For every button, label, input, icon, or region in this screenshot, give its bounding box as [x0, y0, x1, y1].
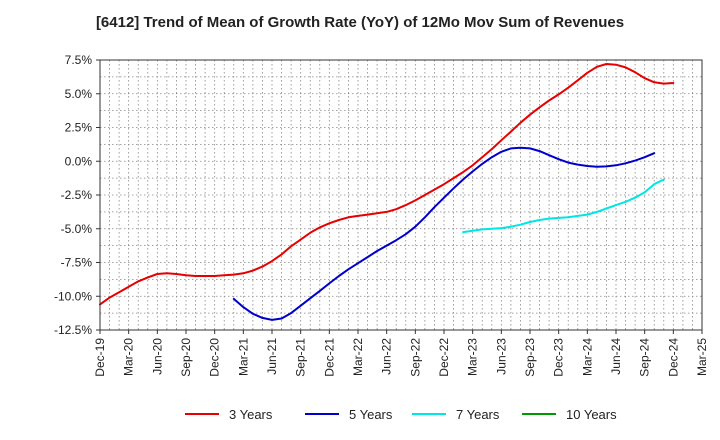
y-tick-label: -10.0% [54, 289, 92, 303]
x-tick-label: Sep-21 [294, 338, 308, 377]
x-tick-label: Dec-21 [322, 338, 336, 377]
x-tick-label: Dec-24 [666, 338, 680, 377]
x-tick-label: Mar-21 [236, 338, 250, 376]
x-tick-label: Mar-22 [351, 338, 365, 376]
x-tick-label: Dec-23 [552, 338, 566, 377]
x-tick-label: Sep-24 [638, 338, 652, 377]
legend: 3 Years 5 Years 7 Years 10 Years [185, 407, 617, 422]
y-tick-label: 5.0% [65, 87, 93, 101]
x-tick-label: Mar-23 [466, 338, 480, 376]
legend-label-3-years: 3 Years [229, 407, 273, 422]
x-tick-label: Mar-24 [580, 338, 594, 376]
x-tick-label: Mar-20 [122, 338, 136, 376]
x-tick-label: Jun-21 [265, 338, 279, 375]
x-tick-label: Sep-23 [523, 338, 537, 377]
x-tick-label: Jun-23 [494, 338, 508, 375]
legend-label-10-years: 10 Years [566, 407, 617, 422]
y-tick-label: -2.5% [61, 188, 93, 202]
legend-label-7-years: 7 Years [456, 407, 500, 422]
x-tick-label: Dec-20 [208, 338, 222, 377]
y-tick-label: -7.5% [61, 256, 93, 270]
y-tick-label: -12.5% [54, 323, 92, 337]
series-line-7-years [462, 178, 665, 234]
y-tick-label: 0.0% [65, 154, 93, 168]
y-tick-label: 2.5% [65, 121, 93, 135]
series-line-5-years [232, 146, 656, 321]
x-tick-label: Sep-22 [408, 338, 422, 377]
y-axis: 7.5% 5.0% 2.5% 0.0% -2.5% -5.0% -7.5% -10.0% -12… [54, 53, 100, 337]
x-axis: Dec-19 Mar-20 Jun-20 Sep-20 Dec-20 Mar-21 Jun-… [93, 330, 709, 377]
series-layer [99, 63, 675, 321]
legend-label-5-years: 5 Years [349, 407, 393, 422]
grid-layer [99, 59, 703, 331]
x-tick-label: Dec-19 [93, 338, 107, 377]
y-tick-label: 7.5% [65, 53, 93, 67]
chart-title: [6412] Trend of Mean of Growth Rate (YoY… [95, 14, 625, 31]
x-tick-label: Sep-20 [179, 338, 193, 377]
x-tick-label: Dec-22 [437, 338, 451, 377]
x-tick-label: Jun-20 [150, 338, 164, 375]
x-tick-label: Jun-22 [380, 338, 394, 375]
x-tick-label: Mar-25 [695, 338, 709, 376]
x-tick-label: Jun-24 [609, 338, 623, 375]
series-line-3-years [99, 63, 675, 306]
y-tick-label: -5.0% [61, 222, 93, 236]
